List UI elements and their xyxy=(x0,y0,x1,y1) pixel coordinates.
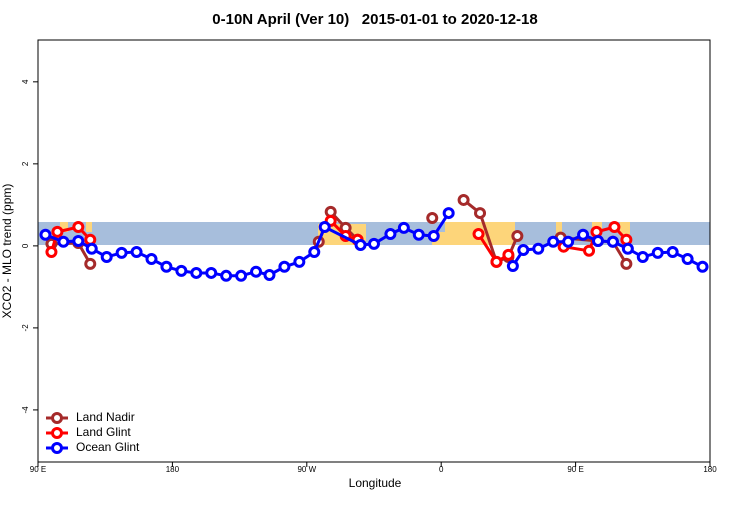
data-point xyxy=(220,269,233,282)
land-strip xyxy=(620,222,630,234)
x-tick-label: 0 xyxy=(439,465,444,474)
data-point xyxy=(547,235,560,248)
data-point xyxy=(85,242,98,255)
data-point xyxy=(57,235,70,248)
data-point xyxy=(145,252,158,265)
ocean-strip xyxy=(38,222,710,245)
land-strip xyxy=(556,222,562,234)
legend-marker xyxy=(51,412,63,424)
data-point xyxy=(263,268,276,281)
data-point xyxy=(666,246,679,259)
data-point xyxy=(490,255,503,268)
data-point xyxy=(474,207,487,220)
data-point xyxy=(502,248,515,261)
data-point xyxy=(606,235,619,248)
data-point xyxy=(293,255,306,268)
series-line xyxy=(50,225,92,253)
data-point xyxy=(621,242,634,255)
data-point xyxy=(620,257,633,270)
data-point xyxy=(562,235,575,248)
y-tick-label: 2 xyxy=(21,161,30,166)
x-axis-label: Longitude xyxy=(349,476,402,490)
data-point xyxy=(442,207,455,220)
data-point xyxy=(590,225,603,238)
data-point xyxy=(205,266,218,279)
data-point xyxy=(608,221,621,234)
plot-frame xyxy=(37,39,711,463)
data-point xyxy=(160,260,173,273)
data-point xyxy=(532,242,545,255)
data-point xyxy=(620,233,633,246)
data-point xyxy=(115,246,128,259)
data-point xyxy=(318,221,331,234)
y-tick-label: -4 xyxy=(21,406,30,414)
data-point xyxy=(84,257,97,270)
land-strip xyxy=(86,222,92,232)
y-tick-label: -2 xyxy=(21,324,30,332)
x-tick-label: 90 E xyxy=(567,465,583,474)
data-point xyxy=(681,252,694,265)
data-point xyxy=(308,246,321,259)
legend-label: Land Glint xyxy=(76,425,131,439)
data-point xyxy=(190,266,203,279)
x-tick-label: 90 W xyxy=(297,465,316,474)
y-tick-label: 4 xyxy=(21,79,30,84)
data-point xyxy=(636,250,649,263)
data-point xyxy=(592,234,604,247)
data-point xyxy=(412,228,425,241)
data-point xyxy=(368,237,380,250)
plot-area xyxy=(39,193,709,282)
data-point xyxy=(72,234,85,247)
data-point xyxy=(45,246,58,259)
data-point xyxy=(278,260,291,273)
legend-marker xyxy=(51,427,63,439)
data-point xyxy=(577,228,590,241)
data-point xyxy=(100,250,113,263)
data-point xyxy=(39,228,52,241)
data-point xyxy=(427,230,440,243)
legend-label: Land Nadir xyxy=(76,410,135,424)
data-point xyxy=(517,243,530,256)
data-point xyxy=(384,227,397,240)
data-point xyxy=(583,244,596,257)
data-point xyxy=(235,269,248,282)
data-point xyxy=(84,233,97,246)
legend-label: Ocean Glint xyxy=(76,440,140,454)
data-point xyxy=(472,227,485,240)
data-point xyxy=(72,221,85,234)
data-point xyxy=(354,239,367,252)
y-tick-label: 0 xyxy=(21,243,30,248)
data-point xyxy=(696,260,709,273)
data-point xyxy=(426,211,439,224)
x-tick-label: 180 xyxy=(166,465,180,474)
legend-marker xyxy=(51,442,63,454)
data-point xyxy=(175,264,188,277)
data-point xyxy=(397,221,410,234)
data-point xyxy=(130,246,143,259)
land-strip xyxy=(60,222,68,232)
data-point xyxy=(511,230,524,243)
data-point xyxy=(506,259,519,272)
x-tick-label: 180 xyxy=(703,465,717,474)
data-point xyxy=(651,246,664,259)
x-tick-label: 90 E xyxy=(30,465,46,474)
data-point xyxy=(457,193,470,206)
data-point xyxy=(51,225,64,238)
chart-title: 0-10N April (Ver 10) 2015-01-01 to 2020-… xyxy=(212,11,537,28)
y-axis-label: XCO2 - MLO trend (ppm) xyxy=(0,184,14,319)
data-point xyxy=(250,265,263,278)
